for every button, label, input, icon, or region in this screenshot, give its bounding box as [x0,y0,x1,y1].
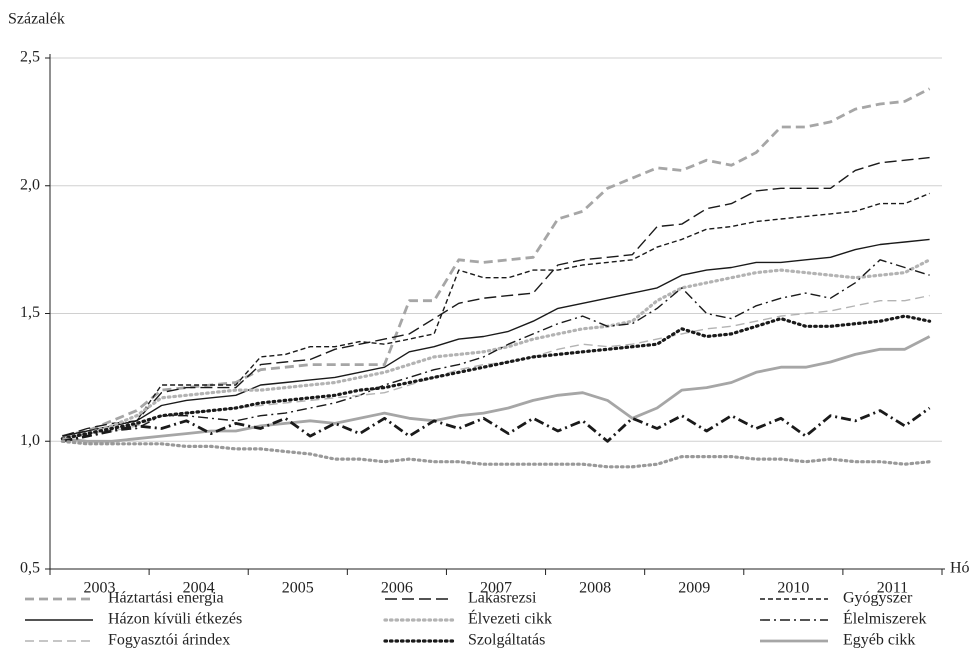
x-tick-label: 2005 [282,580,314,597]
x-tick-label: 2009 [678,580,710,597]
y-axis-label: Százalék [8,11,65,28]
y-tick-label: 1,0 [20,432,40,449]
legend-label: Gyógyszer [843,590,913,607]
series-line [62,192,930,437]
series-line [62,259,930,442]
legend-label: Fogyasztói árindex [108,632,230,649]
y-tick-label: 1,5 [20,304,40,321]
x-tick-label: 2006 [381,580,413,597]
legend-label: Élelmiszerek [843,609,927,628]
legend-label: Egyéb cikk [843,632,915,649]
y-tick-label: 0,5 [20,560,40,577]
x-tick-label: 2004 [183,580,215,597]
legend-label: Szolgáltatás [468,632,545,649]
x-tick-label: 2003 [84,580,116,597]
x-tick-label: 2010 [777,580,809,597]
series-line [62,406,931,443]
x-tick-label: 2007 [480,580,512,597]
legend-label: Élvezeti cikk [468,609,552,628]
legend-label: Házon kívüli étkezés [108,611,242,628]
x-tick-label: 2011 [877,580,908,597]
series-line [62,238,930,437]
series-line [60,439,932,469]
series-line [62,87,931,438]
legend-label: Lakásrezsi [468,590,537,607]
series-line [60,258,932,441]
y-tick-label: 2,0 [20,176,40,193]
x-axis-label: Hó [950,560,970,577]
series-line [62,335,931,443]
legend-label: Háztartási energia [108,590,224,607]
y-tick-label: 2,5 [20,49,40,66]
x-tick-label: 2008 [579,580,611,597]
series-line [60,314,932,441]
series-line [62,156,930,437]
